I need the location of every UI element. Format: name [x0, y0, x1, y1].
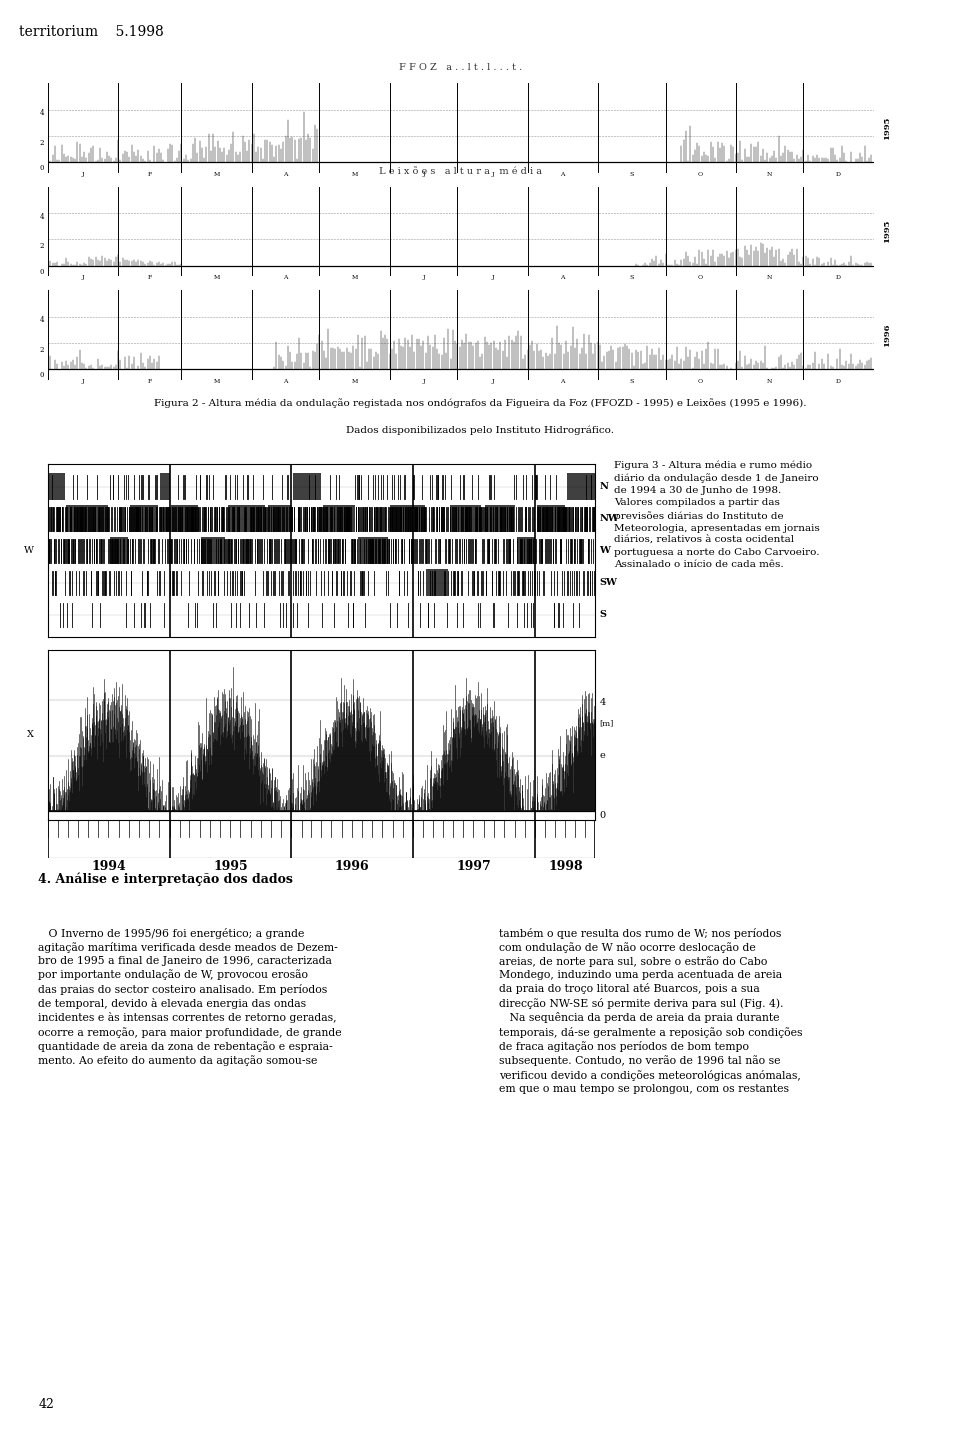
Text: também o que resulta dos rumo de W; nos períodos
com ondulação de W não ocorre d: também o que resulta dos rumo de W; nos … [499, 928, 803, 1094]
Bar [426, 569, 448, 597]
Text: N: N [600, 482, 609, 492]
Text: F F O Z   a . . l t . l . . . t .: F F O Z a . . l t . l . . . t . [399, 63, 522, 72]
Bar [450, 505, 482, 532]
Text: S: S [630, 171, 634, 177]
Text: S: S [600, 610, 607, 620]
Text: F: F [148, 275, 152, 280]
Text: 1994: 1994 [91, 860, 126, 873]
Text: D: D [836, 378, 841, 384]
Bar [293, 473, 322, 500]
Text: A: A [561, 275, 564, 280]
Text: e: e [600, 751, 606, 759]
Text: M: M [213, 275, 220, 280]
Text: 0: 0 [39, 267, 44, 276]
Bar [537, 505, 564, 532]
Text: O: O [698, 378, 703, 384]
Text: J: J [82, 171, 84, 177]
Text: Dados disponibilizados pelo Instituto Hidrográfico.: Dados disponibilizados pelo Instituto Hi… [346, 426, 614, 436]
Text: S: S [630, 378, 634, 384]
Bar [485, 505, 515, 532]
Text: 2: 2 [39, 347, 44, 354]
Bar [172, 505, 198, 532]
Bar [66, 505, 108, 532]
Text: J: J [492, 378, 493, 384]
Text: D: D [836, 275, 841, 280]
Text: 0: 0 [39, 164, 44, 173]
Text: M: M [213, 171, 220, 177]
Text: F: F [148, 171, 152, 177]
Text: J: J [82, 378, 84, 384]
Text: X: X [27, 731, 35, 739]
Text: J: J [82, 275, 84, 280]
Bar [516, 538, 535, 564]
Text: Figura 3 - Altura média e rumo médio
diário da ondulação desde 1 de Janeiro
de 1: Figura 3 - Altura média e rumo médio diá… [614, 460, 820, 569]
Text: M: M [351, 378, 358, 384]
Text: 4: 4 [39, 109, 44, 116]
Text: J: J [422, 378, 424, 384]
Text: 1998: 1998 [548, 860, 583, 873]
Text: 0: 0 [39, 371, 44, 380]
Text: O: O [698, 275, 703, 280]
Bar [130, 505, 158, 532]
Text: A: A [561, 171, 564, 177]
Text: N: N [767, 171, 772, 177]
Text: 4: 4 [39, 213, 44, 220]
Text: A: A [561, 378, 564, 384]
Text: J: J [422, 171, 424, 177]
Text: 1996: 1996 [883, 324, 892, 347]
Bar [358, 538, 388, 564]
Bar [566, 473, 595, 500]
Bar [228, 505, 265, 532]
Text: 4. Análise e interpretação dos dados: 4. Análise e interpretação dos dados [38, 873, 293, 886]
Text: 4: 4 [39, 316, 44, 324]
Bar [390, 505, 425, 532]
Bar [202, 538, 225, 564]
Text: 1995: 1995 [883, 220, 892, 243]
Text: [m]: [m] [600, 719, 614, 728]
Bar [268, 505, 292, 532]
Text: L e i x õ e s   a l t u r a   m é d i a: L e i x õ e s a l t u r a m é d i a [379, 167, 542, 175]
Text: 1995: 1995 [213, 860, 248, 873]
Text: F: F [148, 378, 152, 384]
Text: SW: SW [600, 578, 617, 587]
Text: 42: 42 [38, 1398, 55, 1412]
Text: J: J [422, 275, 424, 280]
Text: A: A [283, 378, 288, 384]
Text: 2: 2 [39, 243, 44, 250]
Text: S: S [630, 275, 634, 280]
Text: 1996: 1996 [335, 860, 370, 873]
Text: W: W [600, 546, 611, 555]
Text: D: D [836, 171, 841, 177]
Text: M: M [351, 171, 358, 177]
Text: territorium    5.1998: territorium 5.1998 [19, 26, 164, 39]
Text: O: O [698, 171, 703, 177]
Text: J: J [492, 171, 493, 177]
Text: 4: 4 [600, 697, 606, 707]
Text: 2: 2 [39, 139, 44, 147]
Bar [109, 538, 128, 564]
Text: N: N [767, 275, 772, 280]
Text: W: W [24, 546, 35, 555]
Bar [159, 473, 170, 500]
Bar [48, 473, 64, 500]
Text: 0: 0 [600, 811, 606, 820]
Text: M: M [351, 275, 358, 280]
Text: A: A [283, 171, 288, 177]
Text: NW: NW [600, 515, 619, 523]
Text: O Inverno de 1995/96 foi energético; a grande
agitação marítima verificada desde: O Inverno de 1995/96 foi energético; a g… [38, 928, 342, 1066]
Bar [324, 505, 355, 532]
Text: 1995: 1995 [883, 116, 892, 139]
Text: N: N [767, 378, 772, 384]
Text: Figura 2 - Altura média da ondulação registada nos ondógrafos da Figueira da Foz: Figura 2 - Altura média da ondulação reg… [154, 398, 806, 408]
Text: 1997: 1997 [456, 860, 492, 873]
Text: J: J [492, 275, 493, 280]
Text: M: M [213, 378, 220, 384]
Text: A: A [283, 275, 288, 280]
